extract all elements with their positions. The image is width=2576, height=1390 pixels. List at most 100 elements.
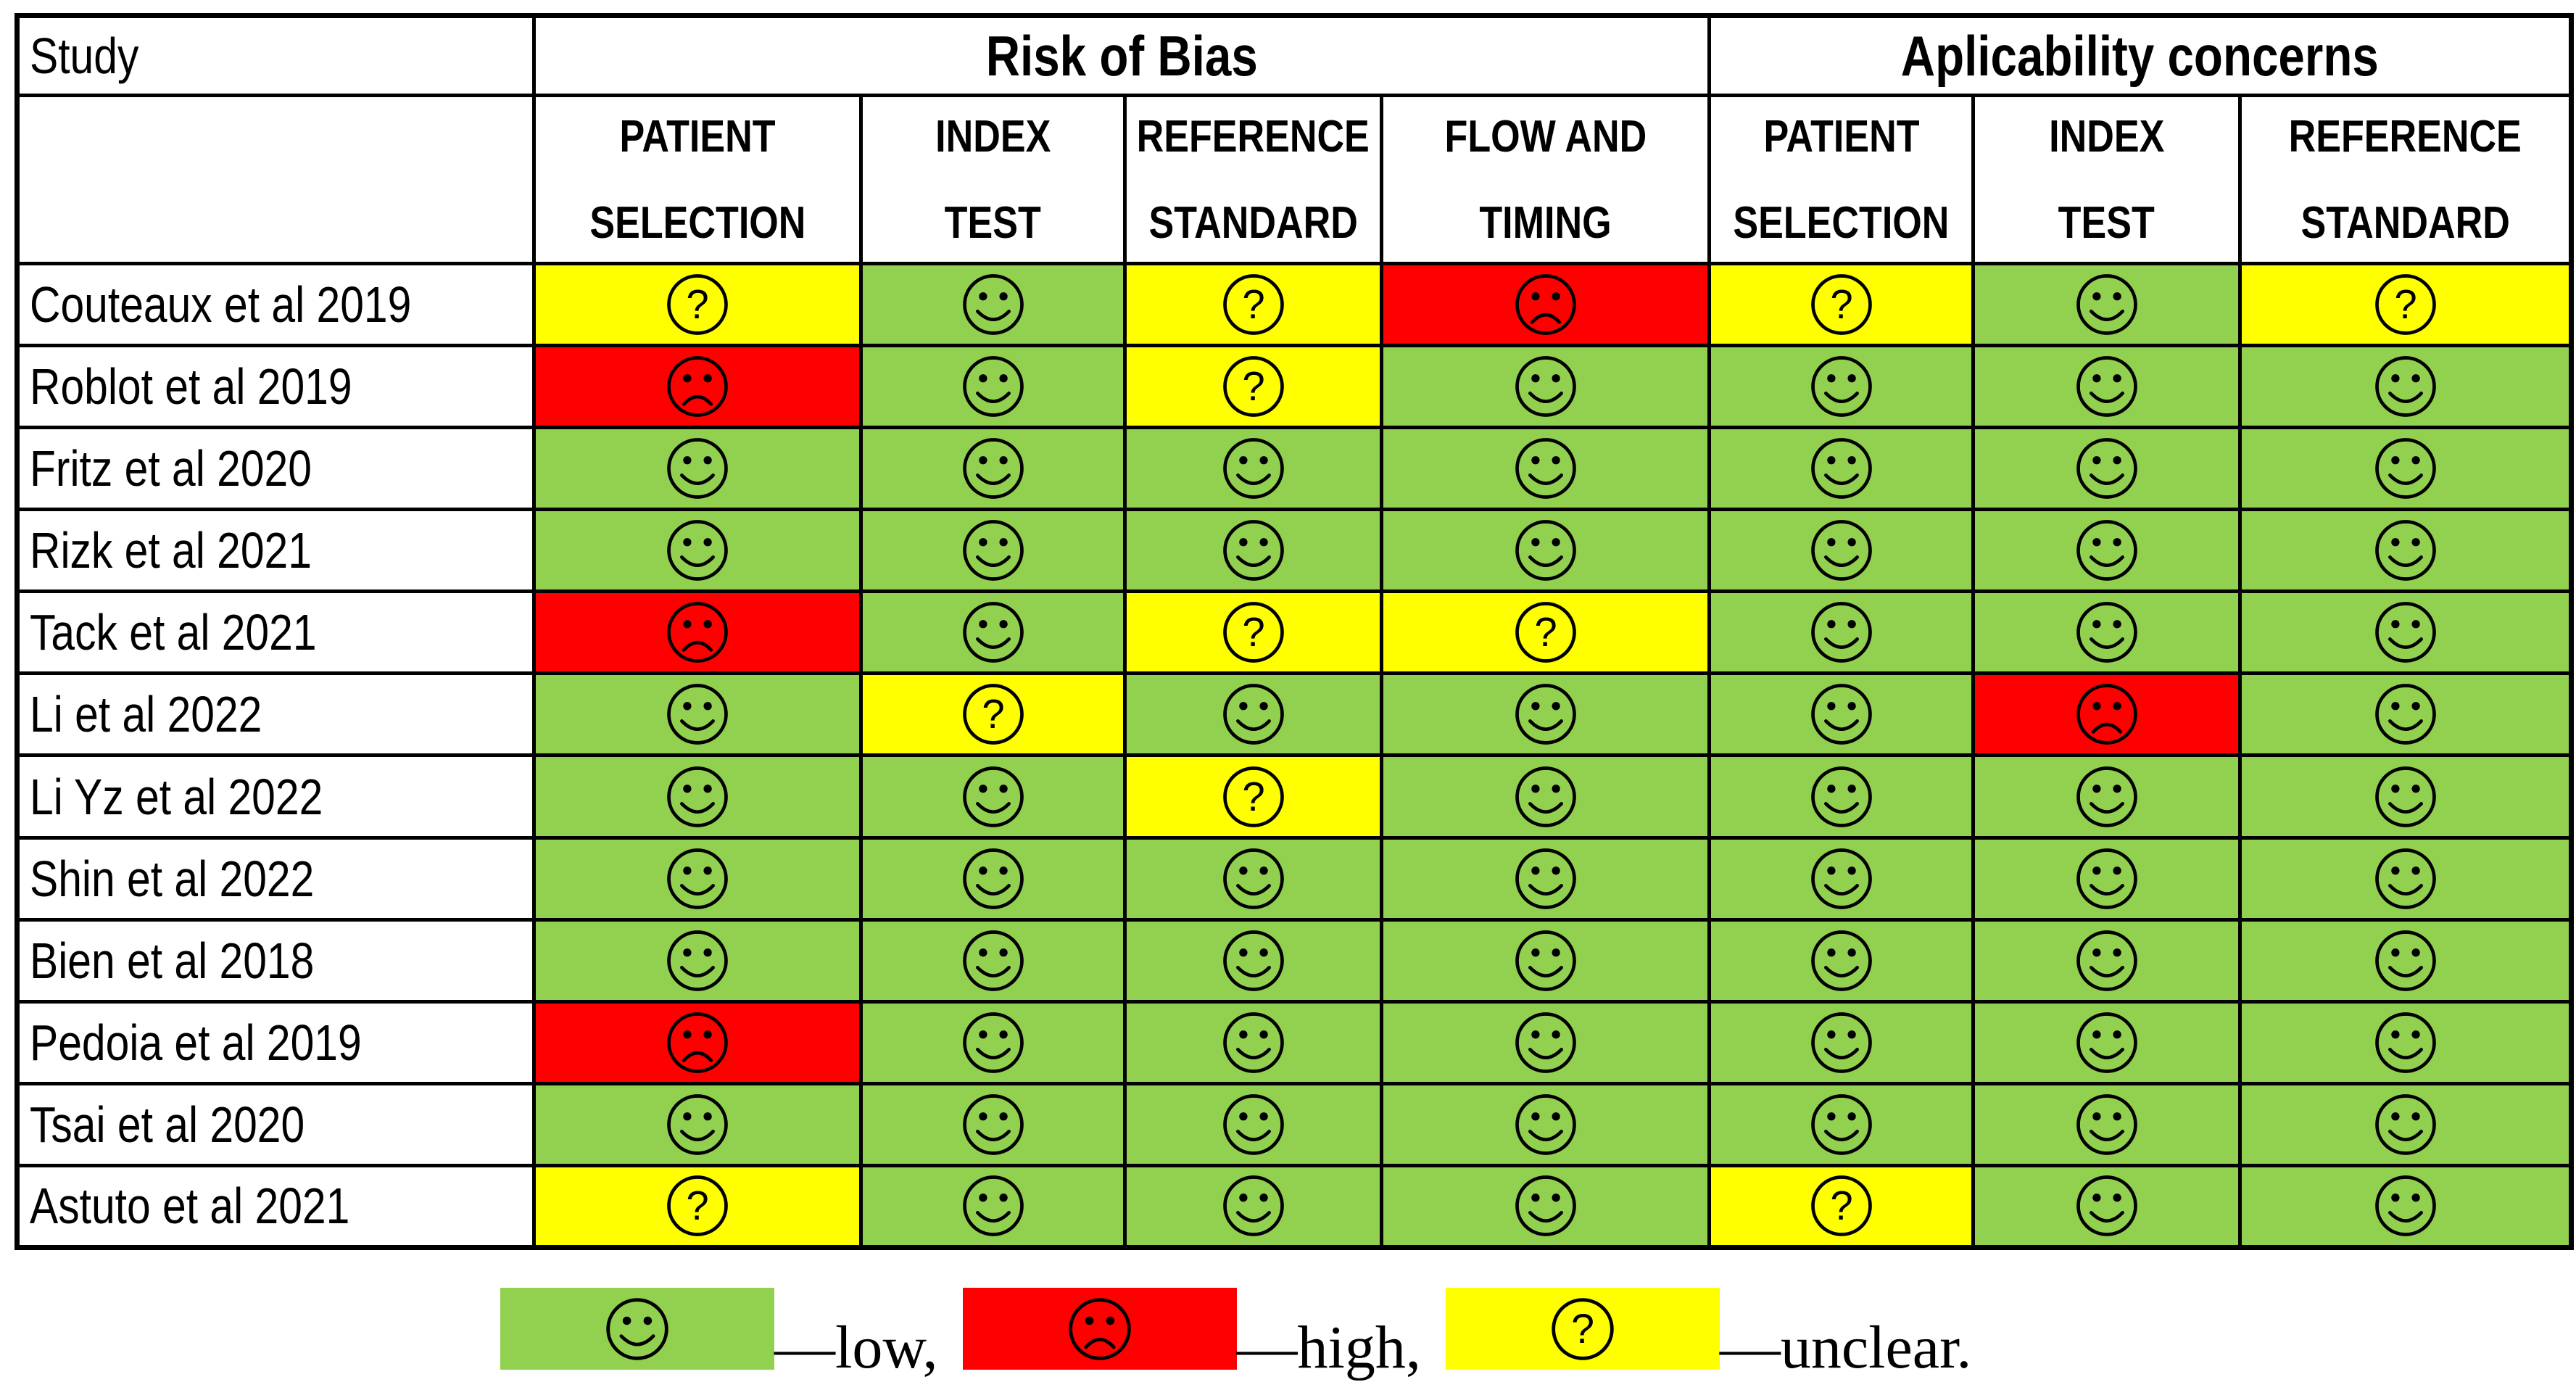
rating-cell-index-test-applicability xyxy=(1971,1081,2242,1167)
rating-cell-flow-and-timing xyxy=(1379,999,1712,1085)
table-row: Fritz et al 2020 xyxy=(15,426,2574,512)
rating-cell-reference-standard xyxy=(1123,917,1383,1004)
study-name: Rizk et al 2021 xyxy=(15,508,536,594)
svg-text:?: ? xyxy=(1830,1183,1852,1228)
table-row: Li Yz et al 2022? xyxy=(15,753,2574,840)
question-mark-icon: ? xyxy=(1222,766,1284,827)
smiley-face-icon xyxy=(962,766,1024,827)
question-mark-icon: ? xyxy=(1222,274,1284,335)
study-name: Tack et al 2021 xyxy=(15,589,536,676)
smiley-face-icon xyxy=(2374,520,2436,582)
column-header-flow-and-timing: FLOW AND TIMING xyxy=(1379,94,1712,265)
rating-cell-index-test-applicability xyxy=(1971,344,2242,430)
column-header-label: STANDARD xyxy=(1148,197,1358,248)
smiley-face-icon xyxy=(667,930,728,991)
rating-cell-reference-standard-applicability xyxy=(2238,426,2574,512)
column-header-label: PATIENT xyxy=(619,111,776,162)
rating-cell-flow-and-timing xyxy=(1379,835,1712,922)
smiley-face-icon xyxy=(2374,766,2436,827)
question-mark-icon: ? xyxy=(1810,1175,1872,1237)
study-name: Roblot et al 2019 xyxy=(15,344,536,430)
svg-text:?: ? xyxy=(1571,1306,1594,1352)
rating-cell-patient-selection xyxy=(532,999,863,1085)
question-mark-icon: ? xyxy=(1222,356,1284,417)
rating-cell-reference-standard xyxy=(1123,1081,1383,1167)
study-name-label: Bien et al 2018 xyxy=(30,932,315,989)
smiley-face-icon xyxy=(962,356,1024,417)
column-header-patient-selection: PATIENT SELECTION xyxy=(532,94,863,265)
smiley-face-icon xyxy=(962,848,1024,909)
rating-cell-reference-standard xyxy=(1123,1163,1383,1250)
smiley-face-icon xyxy=(2076,274,2137,335)
column-header-reference-standard-applicability: REFERENCE STANDARD xyxy=(2238,94,2574,265)
rating-cell-index-test xyxy=(859,999,1127,1085)
smiley-face-icon xyxy=(1810,438,1872,500)
smiley-face-icon xyxy=(2374,930,2436,991)
rating-cell-index-test-applicability xyxy=(1971,999,2242,1085)
smiley-face-icon xyxy=(2076,1012,2137,1073)
rating-cell-patient-selection-applicability xyxy=(1707,835,1976,922)
rating-cell-patient-selection xyxy=(532,426,863,512)
smiley-face-icon xyxy=(962,274,1024,335)
rating-cell-index-test xyxy=(859,508,1127,594)
table-row: Shin et al 2022 xyxy=(15,835,2574,922)
table-row: Bien et al 2018 xyxy=(15,917,2574,1004)
rating-cell-patient-selection xyxy=(532,1081,863,1167)
rating-cell-index-test xyxy=(859,1163,1127,1250)
study-name-label: Roblot et al 2019 xyxy=(30,358,352,415)
question-mark-icon: ? xyxy=(667,274,728,335)
smiley-face-icon xyxy=(1515,520,1576,582)
rating-cell-patient-selection xyxy=(532,753,863,840)
rating-cell-flow-and-timing xyxy=(1379,344,1712,430)
table-row: Li et al 2022? xyxy=(15,671,2574,758)
svg-text:?: ? xyxy=(2394,281,2416,327)
study-name-label: Tsai et al 2020 xyxy=(30,1096,305,1153)
rating-cell-flow-and-timing xyxy=(1379,508,1712,594)
rating-cell-reference-standard xyxy=(1123,671,1383,758)
study-name: Li et al 2022 xyxy=(15,671,536,758)
rating-cell-index-test xyxy=(859,261,1127,348)
rating-cell-patient-selection-applicability xyxy=(1707,1081,1976,1167)
rating-cell-index-test xyxy=(859,753,1127,840)
question-mark-icon: ? xyxy=(2374,274,2436,335)
frown-face-icon xyxy=(1068,1297,1131,1360)
smiley-face-icon xyxy=(962,520,1024,582)
smiley-face-icon xyxy=(962,930,1024,991)
question-mark-icon: ? xyxy=(1552,1297,1614,1360)
rating-cell-reference-standard: ? xyxy=(1123,753,1383,840)
study-name-label: Pedoia et al 2019 xyxy=(30,1014,362,1071)
rating-cell-patient-selection: ? xyxy=(532,1163,863,1250)
table-row: Tack et al 2021?? xyxy=(15,589,2574,676)
study-name: Bien et al 2018 xyxy=(15,917,536,1004)
rating-cell-patient-selection xyxy=(532,671,863,758)
study-name: Couteaux et al 2019 xyxy=(15,261,536,348)
smiley-face-icon xyxy=(962,1012,1024,1073)
smiley-face-icon xyxy=(1810,766,1872,827)
svg-text:?: ? xyxy=(1830,281,1852,327)
study-name-label: Tack et al 2021 xyxy=(30,604,317,661)
legend-box-unclear: ? xyxy=(1445,1288,1720,1370)
rating-cell-flow-and-timing xyxy=(1379,917,1712,1004)
svg-text:?: ? xyxy=(686,1183,708,1228)
smiley-face-icon xyxy=(2076,356,2137,417)
smiley-face-icon xyxy=(1810,356,1872,417)
rating-cell-reference-standard-applicability: ? xyxy=(2238,261,2574,348)
rating-cell-flow-and-timing xyxy=(1379,753,1712,840)
smiley-face-icon xyxy=(2374,438,2436,500)
rating-cell-reference-standard-applicability xyxy=(2238,753,2574,840)
rating-cell-index-test xyxy=(859,426,1127,512)
rating-cell-index-test-applicability xyxy=(1971,1163,2242,1250)
study-name-label: Astuto et al 2021 xyxy=(30,1178,350,1235)
risk-of-bias-table: Study Risk of Bias Aplicability concerns… xyxy=(15,13,2575,1250)
smiley-face-icon xyxy=(2076,602,2137,663)
table-row: Roblot et al 2019? xyxy=(15,344,2574,430)
smiley-face-icon xyxy=(2076,766,2137,827)
rating-cell-patient-selection-applicability xyxy=(1707,671,1976,758)
rating-cell-index-test-applicability xyxy=(1971,426,2242,512)
legend-box-high xyxy=(962,1288,1237,1370)
question-mark-icon: ? xyxy=(667,1175,728,1237)
rating-cell-flow-and-timing xyxy=(1379,671,1712,758)
rating-cell-patient-selection-applicability xyxy=(1707,589,1976,676)
column-header-label: TEST xyxy=(944,197,1042,248)
study-name-label: Li et al 2022 xyxy=(30,686,262,743)
